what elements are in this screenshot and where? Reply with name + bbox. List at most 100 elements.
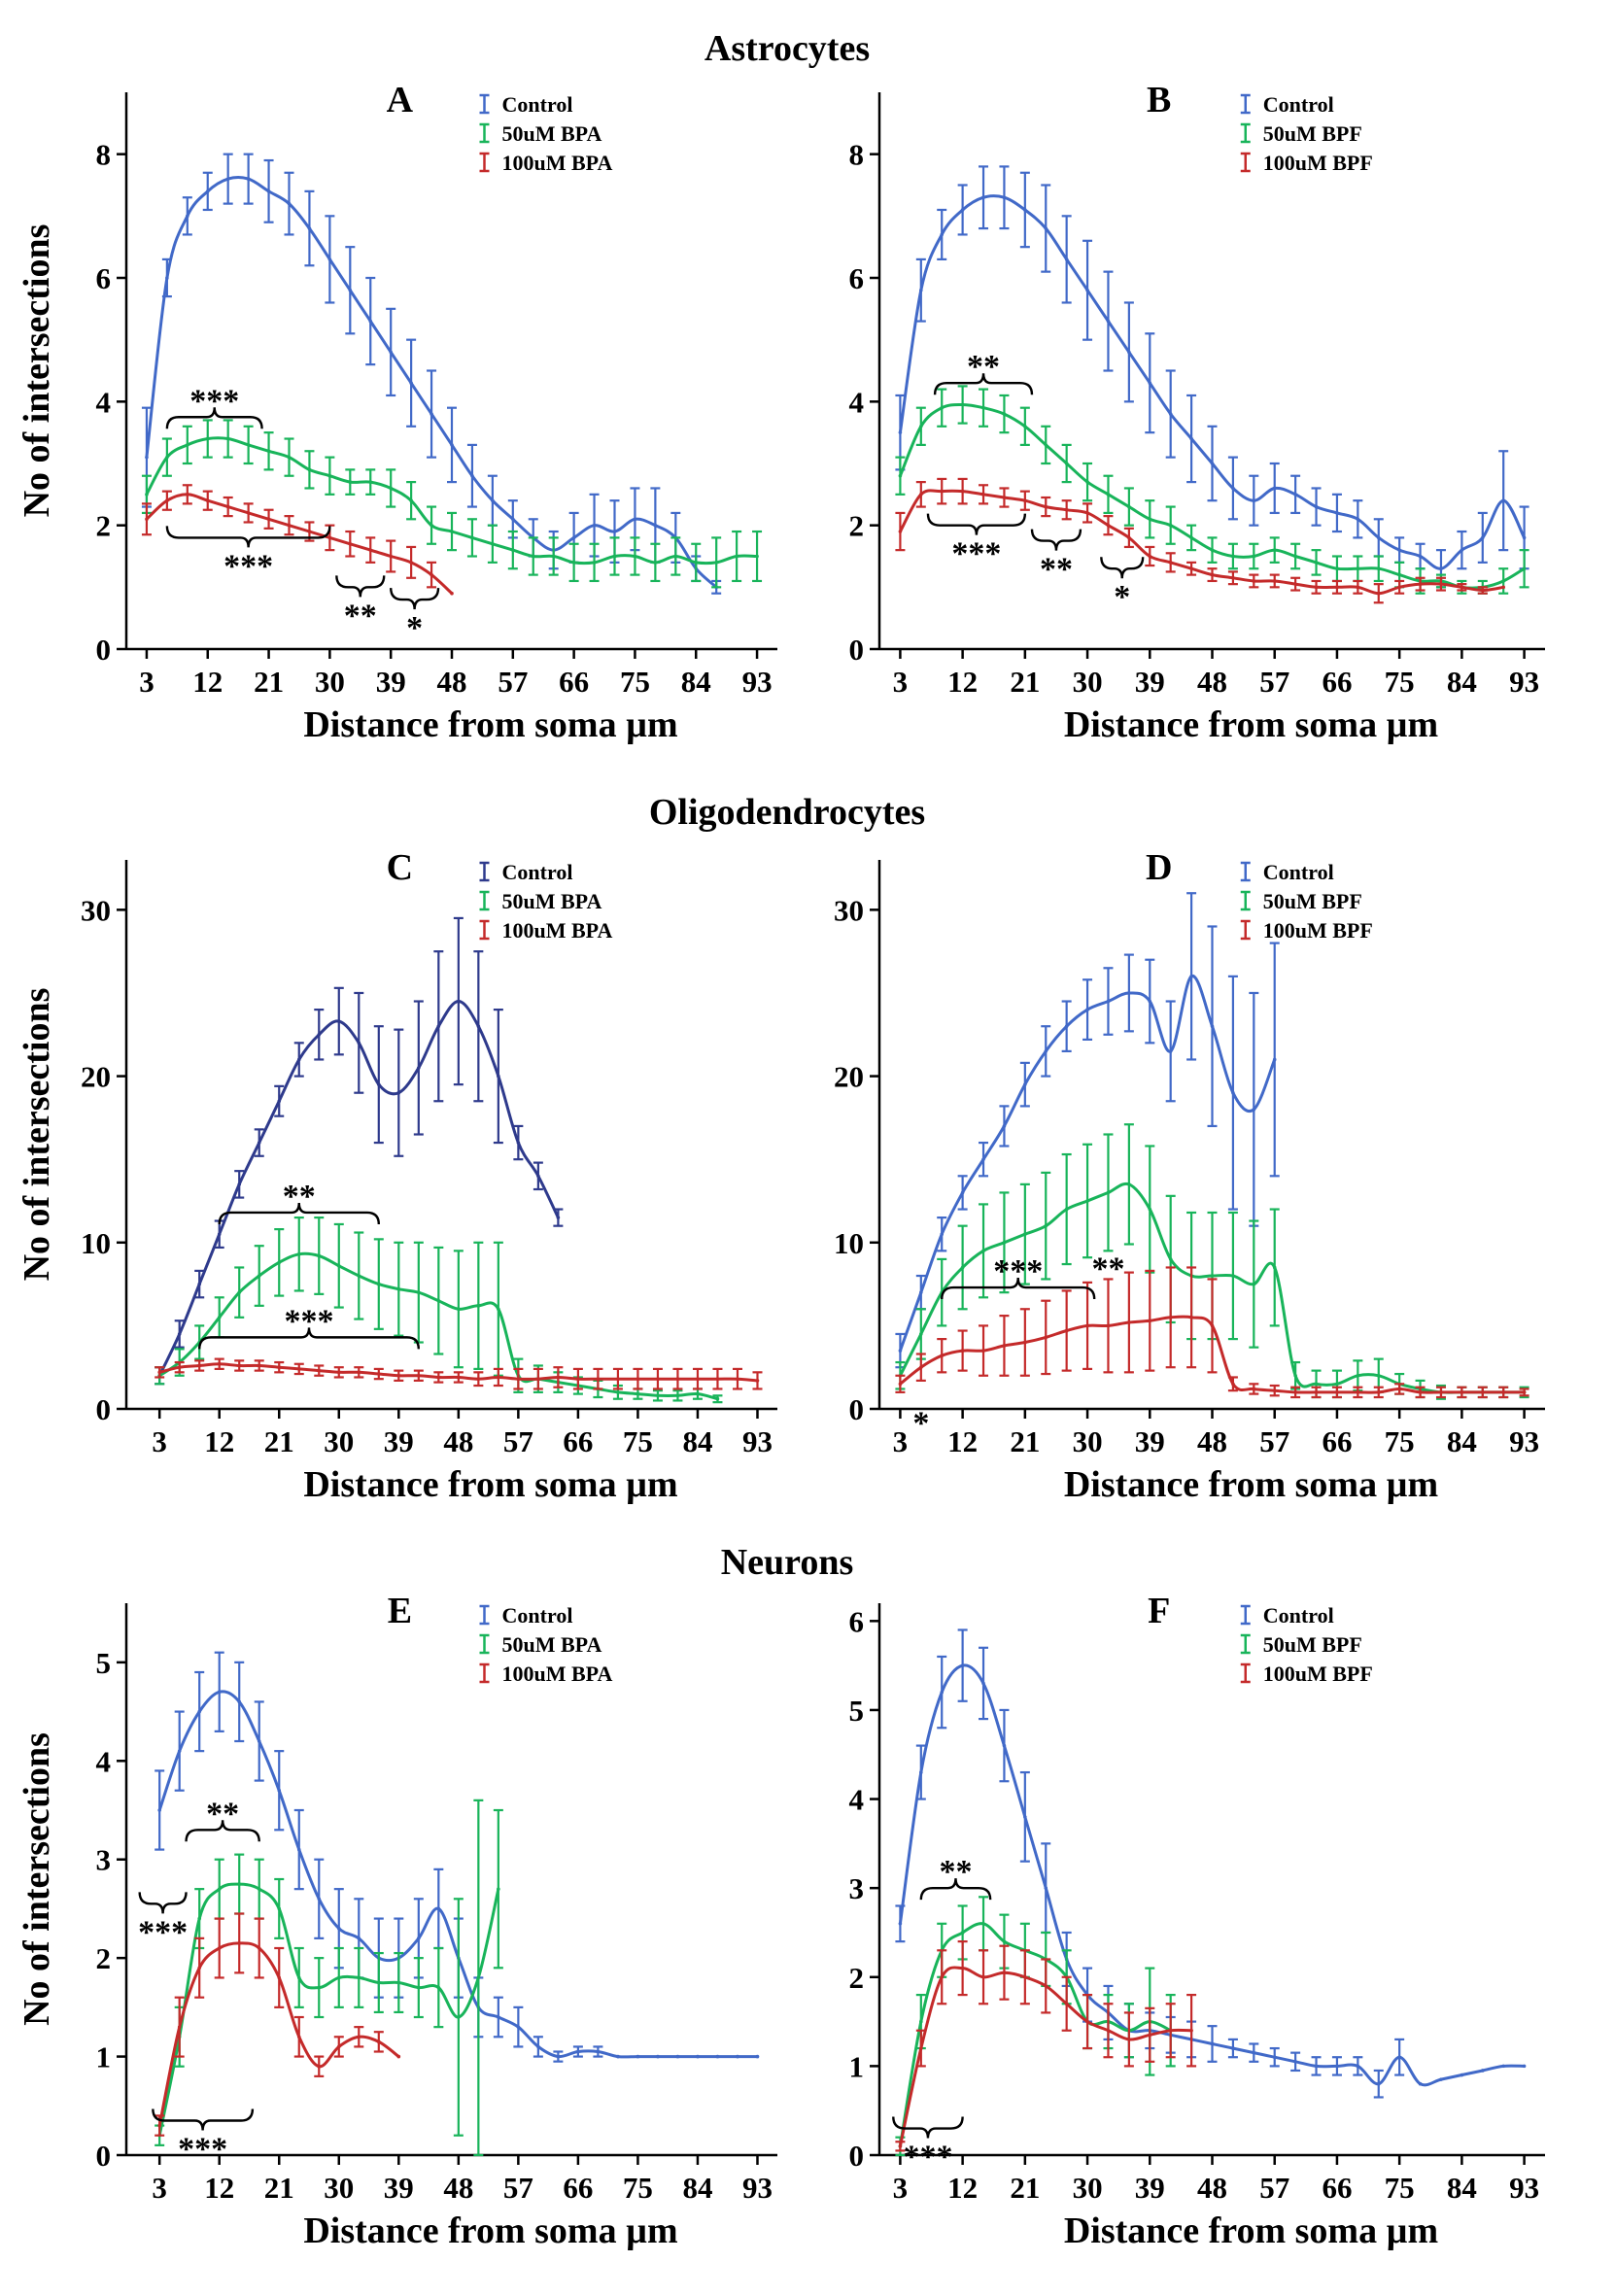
data-point — [1356, 2064, 1360, 2069]
data-point — [225, 504, 230, 509]
data-point — [376, 1980, 381, 1985]
error-bar — [712, 1367, 723, 1390]
data-point — [357, 1041, 361, 1045]
error-bar — [333, 986, 344, 1056]
error-bar — [333, 1222, 344, 1309]
data-point — [960, 402, 965, 407]
data-point — [357, 1936, 361, 1940]
y-axis-label: No of intersections — [17, 1732, 57, 2026]
series-line — [157, 1882, 500, 2136]
error-bar — [1249, 991, 1259, 1227]
data-point — [898, 2144, 903, 2148]
data-point — [940, 489, 945, 494]
error-bar — [1498, 450, 1509, 552]
significance-annotation: ** — [1030, 529, 1082, 588]
data-point — [246, 511, 251, 515]
error-bar — [672, 1389, 683, 1402]
data-point — [1501, 2064, 1505, 2069]
data-point — [1335, 2064, 1339, 2069]
x-tick-label: 48 — [443, 2171, 473, 2205]
data-point — [1252, 554, 1256, 559]
data-point — [981, 1249, 985, 1253]
data-point — [981, 405, 985, 410]
data-point — [898, 1349, 903, 1353]
error-bar — [1082, 978, 1093, 1042]
data-point — [715, 2054, 720, 2059]
error-bar — [513, 1367, 524, 1390]
error-bar — [1311, 487, 1322, 527]
error-bar — [1041, 1025, 1051, 1078]
error-bar — [1019, 1308, 1030, 1377]
data-point — [277, 1260, 282, 1265]
error-bar — [937, 208, 947, 260]
error-bar — [314, 1008, 325, 1061]
data-point — [898, 430, 903, 434]
legend-label: Control — [1263, 92, 1334, 117]
y-tick-label: 0 — [849, 1392, 865, 1426]
error-bar — [1353, 1359, 1363, 1392]
data-point — [336, 1370, 341, 1375]
error-bar — [333, 1946, 344, 2008]
data-point — [1501, 579, 1505, 583]
error-bar — [1418, 2081, 1423, 2086]
x-axis-label: Distance from soma µm — [303, 2210, 677, 2251]
data-point — [307, 467, 312, 472]
error-bar — [1331, 579, 1342, 595]
significance-annotation: ** — [919, 1854, 992, 1901]
error-bar — [453, 1250, 464, 1369]
legend-entry: 100uM BPF — [1240, 918, 1373, 942]
data-point — [1231, 554, 1235, 559]
error-bar — [223, 419, 233, 459]
data-point — [1127, 1182, 1131, 1186]
data-point — [940, 232, 945, 237]
data-point — [389, 350, 393, 355]
data-point — [357, 1370, 361, 1375]
error-bar — [1019, 1061, 1030, 1108]
data-point — [919, 1770, 923, 1774]
error-bar — [373, 2031, 384, 2053]
error-bar — [406, 481, 417, 521]
error-bar — [345, 468, 356, 496]
data-point — [696, 1391, 700, 1396]
data-point — [1231, 2046, 1235, 2050]
data-point — [696, 1377, 700, 1381]
significance-stars: ** — [283, 1179, 316, 1215]
data-point — [436, 1906, 441, 1911]
error-bar — [1249, 573, 1259, 589]
data-point — [1044, 1984, 1048, 1988]
error-bar — [937, 1337, 947, 1374]
data-point — [1376, 535, 1381, 540]
data-point — [257, 1363, 261, 1368]
x-tick-label: 75 — [623, 2171, 653, 2205]
y-tick-label: 30 — [834, 893, 864, 927]
data-point — [981, 1974, 985, 1979]
error-bar — [1019, 1770, 1030, 1863]
data-point — [1085, 2019, 1089, 2024]
data-point — [1002, 1743, 1007, 1748]
x-tick-label: 12 — [204, 2171, 234, 2205]
error-bar — [453, 1371, 464, 1384]
legend-entry: 50uM BPF — [1240, 889, 1362, 913]
significance-stars: *** — [903, 2140, 952, 2176]
error-bar — [254, 1917, 264, 1979]
error-bar — [1311, 1386, 1322, 1399]
chart-panel-a: 0 2 4 6 8 3 12 21 30 39 48 57 66 75 84 93 Distance from … — [17, 80, 777, 745]
error-bar — [1123, 487, 1134, 527]
error-bar — [568, 542, 579, 583]
series-100um-bpa — [155, 1357, 763, 1390]
error-bar — [752, 1371, 763, 1390]
data-point — [511, 517, 515, 522]
data-point — [919, 1290, 923, 1294]
error-bar — [447, 406, 457, 484]
data-point — [556, 2054, 561, 2059]
significance-annotation: * — [912, 1406, 929, 1442]
data-point — [576, 2049, 580, 2054]
error-bar — [979, 1949, 989, 2005]
error-bar — [314, 1858, 325, 1939]
error-bar — [593, 1367, 603, 1390]
data-point — [1314, 1382, 1319, 1387]
data-point — [898, 1922, 903, 1926]
data-point — [919, 1365, 923, 1369]
error-bar — [553, 2050, 564, 2063]
